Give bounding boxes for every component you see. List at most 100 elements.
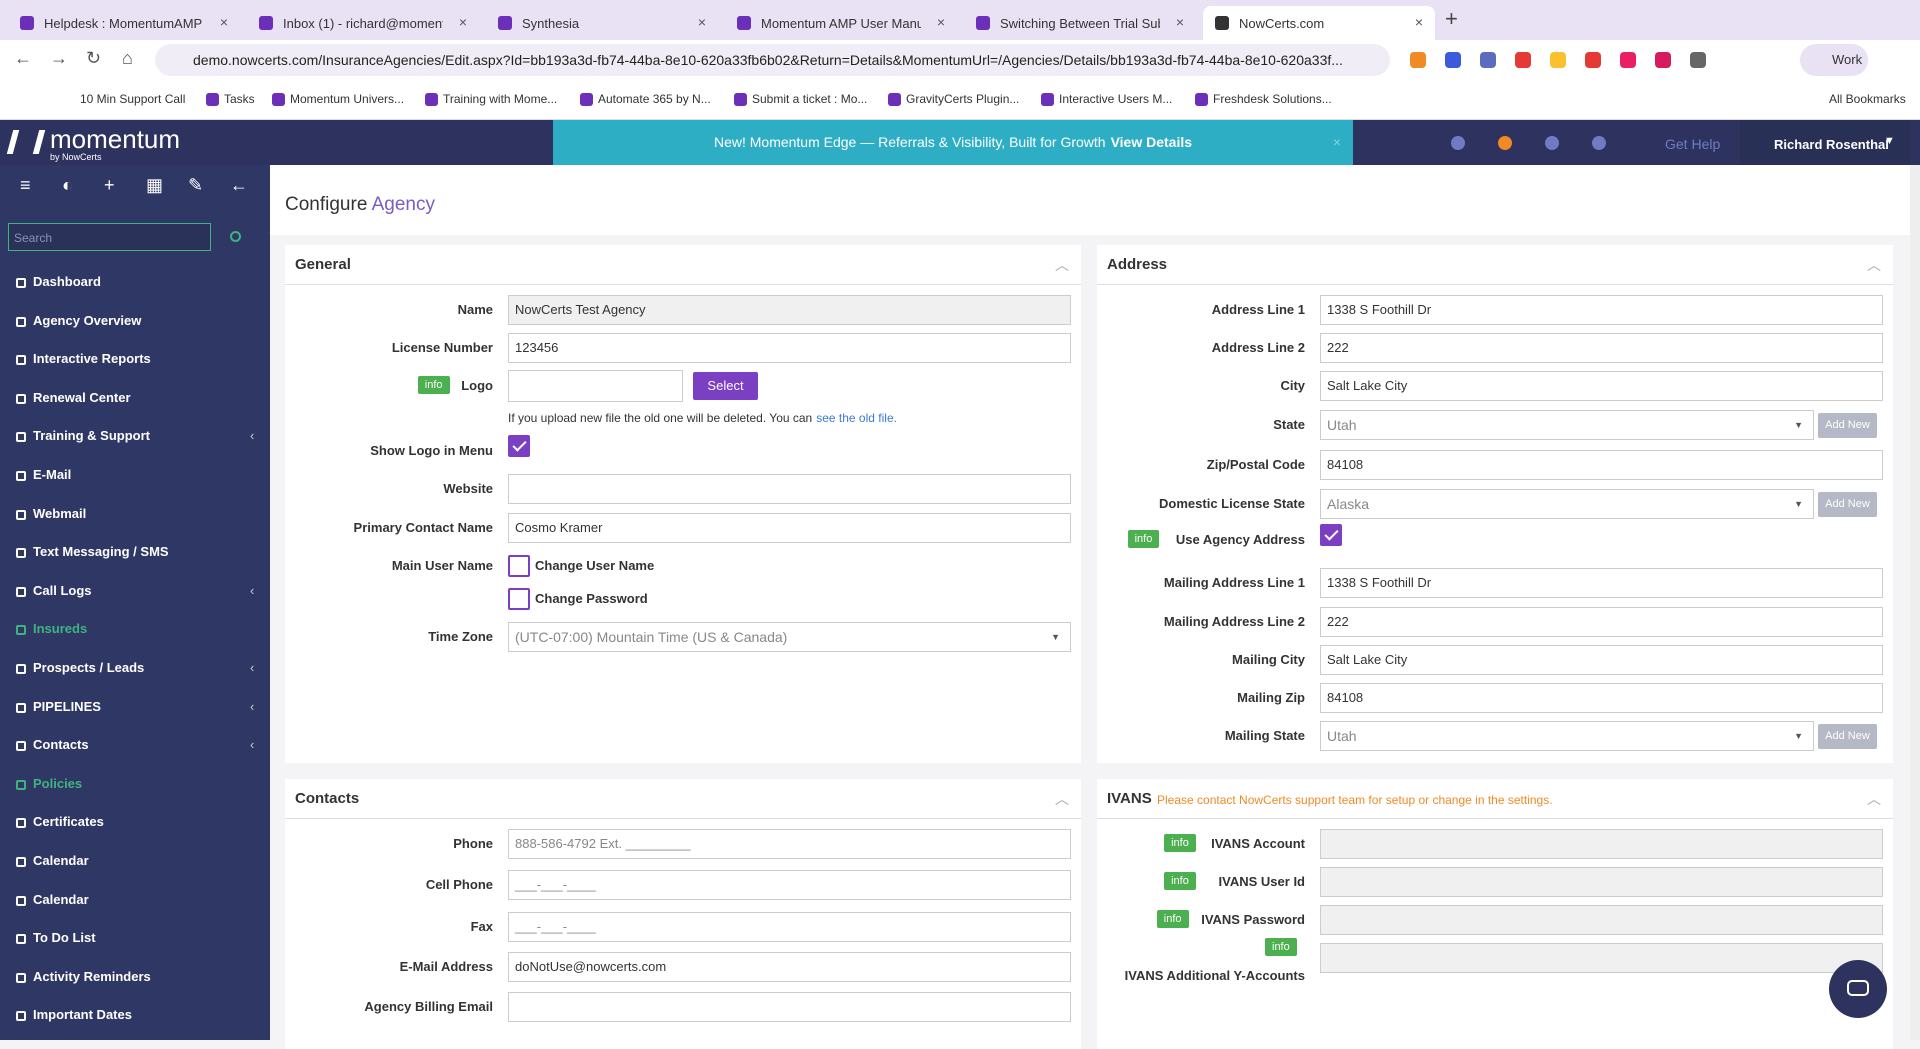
note-link[interactable]: see the old file. — [816, 411, 897, 425]
toolbar-icon[interactable]: ▦ — [146, 175, 164, 195]
info-badge[interactable]: info — [1164, 872, 1196, 890]
menu-item[interactable]: E-Mail — [33, 467, 72, 482]
toolbar-icon[interactable]: + — [104, 175, 115, 195]
bookmark[interactable]: Automate 365 by N... — [598, 92, 711, 106]
extension-icon[interactable] — [1550, 52, 1566, 68]
bookmark[interactable]: GravityCerts Plugin... — [906, 92, 1020, 106]
nav-button[interactable]: ← — [14, 48, 32, 68]
menu-item[interactable]: Text Messaging / SMS — [33, 544, 169, 560]
text-input[interactable] — [1320, 905, 1883, 935]
tab-close[interactable]: × — [1175, 14, 1184, 30]
toolbar-icon[interactable]: ← — [230, 175, 248, 195]
add-new-button[interactable]: Add New — [1818, 724, 1877, 749]
nav-button[interactable]: ⌂ — [122, 48, 133, 68]
text-input[interactable]: Cosmo Kramer — [508, 513, 1071, 543]
menu-item[interactable]: Calendar — [33, 853, 89, 868]
menu-item[interactable]: Dashboard — [33, 274, 101, 289]
nav-button[interactable]: → — [50, 48, 68, 68]
text-input[interactable] — [508, 992, 1071, 1022]
bookmark[interactable]: Submit a ticket : Mo... — [752, 92, 868, 106]
collapse-button[interactable]: ︿ — [1867, 791, 1881, 807]
extension-icon[interactable] — [1515, 52, 1531, 68]
checkbox[interactable] — [1320, 524, 1342, 546]
menu-item[interactable]: Training & Support — [33, 428, 150, 444]
header-icon[interactable] — [1498, 136, 1512, 150]
extension-icon[interactable] — [1480, 52, 1496, 68]
text-input[interactable]: 123456 — [508, 333, 1071, 363]
bookmark[interactable]: 10 Min Support Call — [80, 92, 186, 106]
menu-item[interactable]: Important Dates — [33, 1007, 132, 1023]
menu-item[interactable]: Insureds — [33, 621, 88, 637]
bookmark[interactable]: Freshdesk Solutions... — [1213, 92, 1332, 106]
url-field[interactable]: demo.nowcerts.com/InsuranceAgencies/Edit… — [155, 44, 1390, 76]
text-input[interactable] — [1320, 867, 1883, 897]
checkbox[interactable] — [508, 435, 530, 457]
text-input[interactable]: 84108 — [1320, 450, 1883, 480]
toolbar-icon[interactable]: ✎ — [188, 175, 204, 195]
text-input[interactable]: ___-___-____ — [508, 870, 1071, 900]
menu-item[interactable]: Agency Overview — [33, 312, 142, 328]
toolbar-icon[interactable]: ◐ — [62, 175, 73, 195]
info-badge[interactable]: info — [1127, 530, 1160, 548]
menu-item[interactable]: Activity Reminders — [33, 968, 151, 984]
select-input[interactable]: Utah ▼ — [1320, 410, 1814, 440]
text-input[interactable]: ___-___-____ — [508, 912, 1071, 942]
text-input[interactable]: doNotUse@nowcerts.com — [508, 952, 1071, 982]
extension-icon[interactable] — [1410, 52, 1426, 68]
browser-tab[interactable]: Momentum AMP User Manual × — [725, 6, 957, 40]
menu-item[interactable]: Call Logs — [33, 582, 92, 598]
select-input[interactable]: Alaska ▼ — [1320, 489, 1814, 519]
header-icon[interactable] — [1545, 136, 1559, 150]
info-badge[interactable]: info — [1265, 938, 1297, 956]
menu-item[interactable]: Renewal Center — [33, 389, 131, 405]
text-input[interactable]: Salt Lake City — [1320, 371, 1883, 401]
banner-close[interactable]: × — [1332, 134, 1341, 150]
text-input[interactable]: 84108 — [1320, 683, 1883, 713]
chat-button[interactable] — [1829, 960, 1887, 1018]
extension-icon[interactable] — [1690, 52, 1706, 68]
menu-item[interactable]: Prospects / Leads — [33, 660, 145, 675]
browser-tab[interactable]: Synthesia × — [486, 6, 718, 40]
tab-close[interactable]: × — [1414, 14, 1423, 30]
tab-close[interactable]: × — [936, 14, 945, 30]
info-badge[interactable]: info — [1156, 910, 1189, 928]
profile-chip[interactable]: Work — [1800, 44, 1868, 76]
select-button[interactable]: Select — [693, 372, 758, 400]
text-input[interactable]: 1338 S Foothill Dr — [1320, 568, 1883, 598]
banner[interactable]: New! Momentum Edge — Referrals & Visibil… — [553, 120, 1353, 165]
menu-item[interactable]: To Do List — [33, 930, 96, 946]
header-icon[interactable] — [1451, 136, 1465, 150]
new-tab[interactable]: + — [1445, 6, 1458, 31]
search-input[interactable]: Search — [8, 223, 211, 251]
browser-tab[interactable]: Helpdesk : MomentumAMP × — [8, 6, 240, 40]
toolbar-icon[interactable]: ≡ — [20, 175, 31, 195]
user-name[interactable]: Richard Rosenthal — [1774, 137, 1889, 152]
menu-item[interactable]: Policies — [33, 775, 83, 791]
menu-item[interactable]: Certificates — [33, 814, 104, 830]
menu-item[interactable]: Interactive Reports — [33, 351, 151, 367]
get-help[interactable]: Get Help — [1665, 136, 1721, 152]
all-bookmarks[interactable]: All Bookmarks — [1829, 92, 1906, 106]
file-input[interactable] — [508, 370, 683, 402]
nav-button[interactable]: ↻ — [86, 48, 102, 68]
tab-close[interactable]: × — [458, 14, 467, 30]
text-input[interactable]: 1338 S Foothill Dr — [1320, 295, 1883, 325]
menu-item[interactable]: PIPELINES — [33, 698, 101, 714]
extension-icon[interactable] — [1655, 52, 1671, 68]
search-icon[interactable] — [230, 231, 241, 242]
bookmark[interactable]: Tasks — [224, 92, 255, 106]
checkbox[interactable] — [508, 588, 530, 610]
banner-link[interactable]: View Details — [1110, 134, 1193, 150]
tab-close[interactable]: × — [697, 14, 706, 30]
text-input[interactable]: 222 — [1320, 333, 1883, 363]
browser-tab[interactable]: NowCerts.com × — [1203, 6, 1435, 40]
bookmark[interactable]: Training with Mome... — [443, 92, 558, 106]
text-input[interactable] — [1320, 943, 1883, 973]
extension-icon[interactable] — [1620, 52, 1636, 68]
menu-item[interactable]: Contacts — [33, 737, 89, 753]
extension-icon[interactable] — [1585, 52, 1601, 68]
text-input[interactable] — [1320, 829, 1883, 859]
text-input[interactable] — [508, 474, 1071, 504]
collapse-button[interactable]: ︿ — [1055, 791, 1069, 807]
checkbox[interactable] — [508, 555, 530, 577]
